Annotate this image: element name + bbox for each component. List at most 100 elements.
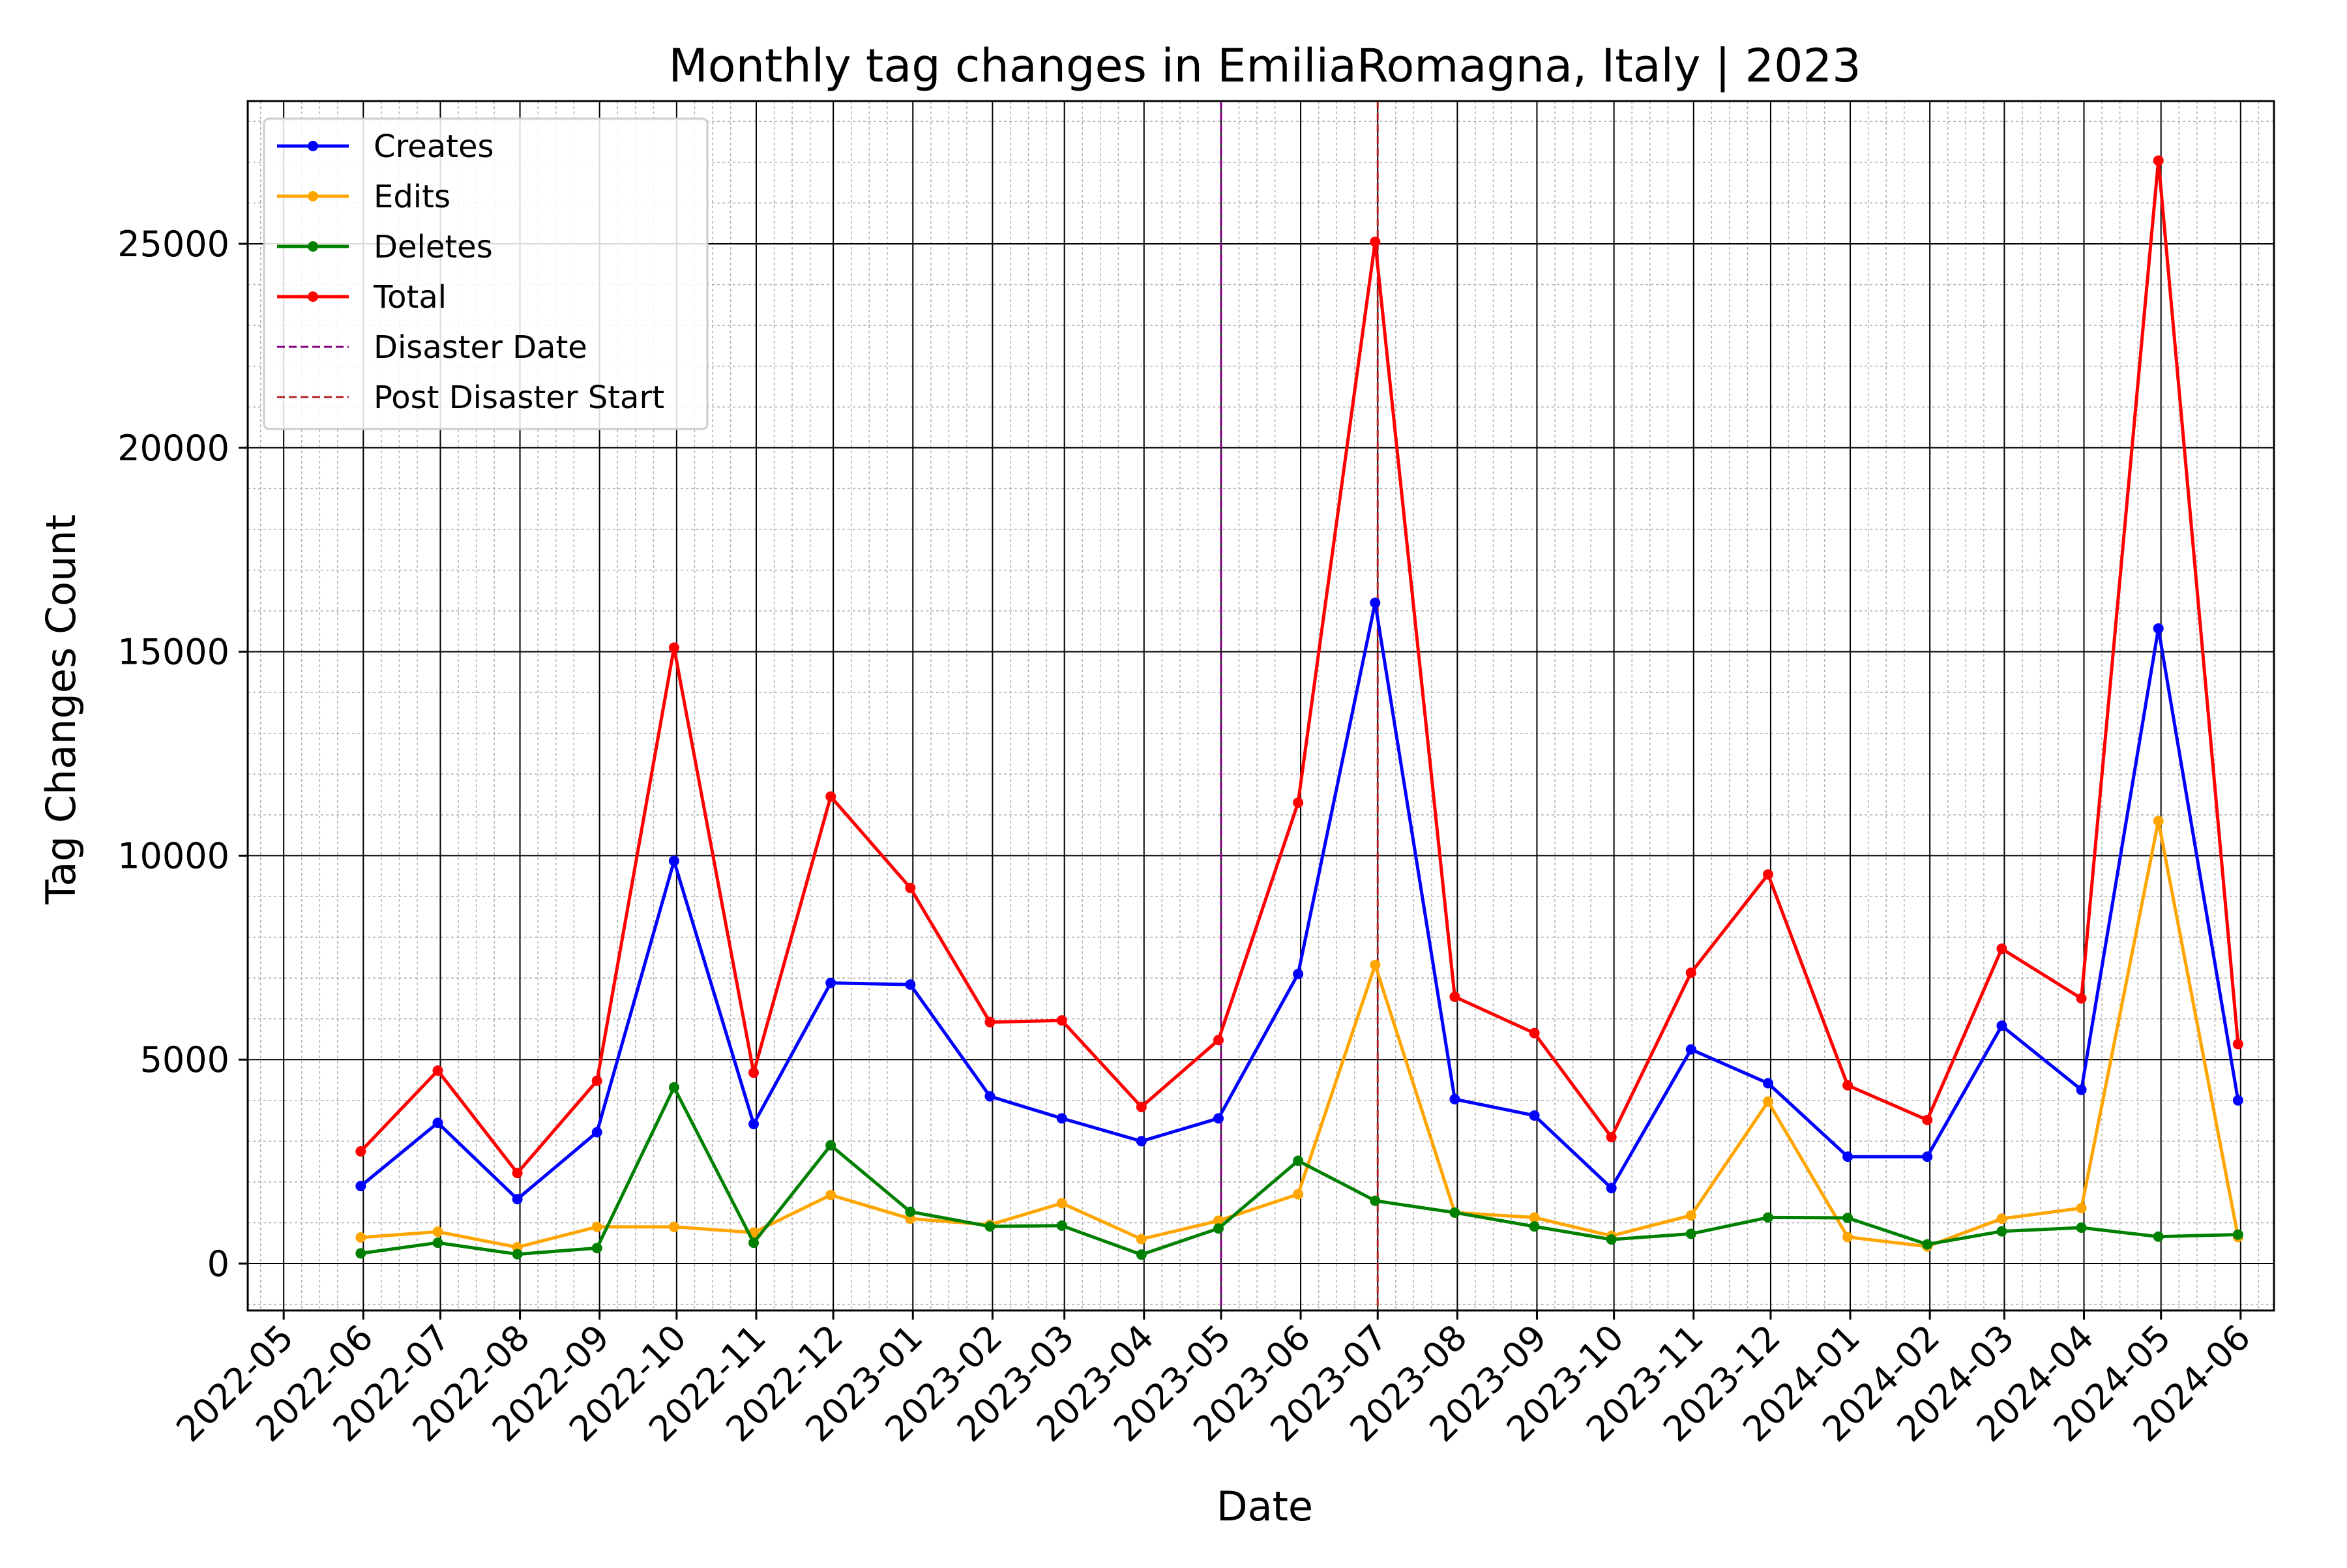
data-point-edits bbox=[355, 1232, 366, 1243]
data-point-deletes bbox=[668, 1082, 679, 1093]
data-point-total bbox=[1996, 943, 2007, 954]
data-point-edits bbox=[1293, 1189, 1304, 1200]
y-axis-label: Tag Changes Count bbox=[37, 514, 85, 905]
data-point-creates bbox=[2153, 623, 2164, 634]
data-point-total bbox=[2076, 993, 2087, 1004]
y-tick-label: 25000 bbox=[117, 224, 229, 265]
data-point-creates bbox=[1056, 1113, 1067, 1124]
legend-marker-deletes bbox=[308, 241, 318, 252]
data-point-total bbox=[1685, 967, 1696, 978]
data-point-creates bbox=[1449, 1093, 1460, 1104]
data-point-edits bbox=[1762, 1096, 1773, 1107]
data-point-deletes bbox=[2232, 1229, 2243, 1240]
data-point-creates bbox=[825, 977, 836, 988]
data-point-creates bbox=[984, 1091, 996, 1102]
data-point-deletes bbox=[825, 1140, 836, 1151]
legend-marker-total bbox=[308, 291, 318, 302]
y-tick-label: 5000 bbox=[140, 1039, 229, 1080]
data-point-creates bbox=[1370, 597, 1381, 608]
data-point-creates bbox=[591, 1127, 602, 1138]
data-point-deletes bbox=[2076, 1222, 2087, 1233]
tick-marks bbox=[239, 243, 2242, 1320]
data-point-total bbox=[2232, 1039, 2243, 1050]
data-point-edits bbox=[1842, 1232, 1853, 1243]
data-point-deletes bbox=[1685, 1228, 1696, 1239]
data-point-deletes bbox=[1293, 1155, 1304, 1166]
y-tick-label: 20000 bbox=[117, 428, 229, 469]
data-point-total bbox=[355, 1146, 366, 1157]
data-point-deletes bbox=[355, 1248, 366, 1259]
legend-label-disaster-date: Disaster Date bbox=[374, 329, 587, 366]
data-point-creates bbox=[1762, 1078, 1773, 1089]
data-point-deletes bbox=[1996, 1226, 2007, 1237]
data-point-creates bbox=[512, 1194, 523, 1205]
legend: Creates Edits Deletes Total Disaster Date Pos… bbox=[263, 117, 709, 430]
data-point-edits bbox=[1685, 1210, 1696, 1221]
data-point-total bbox=[2153, 155, 2164, 166]
data-point-total bbox=[905, 882, 916, 893]
data-point-creates bbox=[1136, 1136, 1147, 1147]
data-point-total bbox=[984, 1016, 996, 1028]
legend-label-post-disaster-start: Post Disaster Start bbox=[374, 379, 664, 416]
data-point-deletes bbox=[1842, 1212, 1853, 1223]
minor-grid bbox=[248, 101, 2274, 1310]
data-point-total bbox=[1370, 236, 1381, 247]
data-point-creates bbox=[668, 855, 679, 866]
plot-frame bbox=[246, 100, 2275, 1312]
data-point-creates bbox=[2232, 1095, 2243, 1106]
data-point-edits bbox=[1370, 960, 1381, 971]
x-axis-label: Date bbox=[1217, 1483, 1313, 1530]
data-point-deletes bbox=[905, 1206, 916, 1217]
data-point-creates bbox=[432, 1117, 443, 1129]
data-point-creates bbox=[1293, 968, 1304, 979]
data-point-creates bbox=[1529, 1110, 1540, 1121]
data-point-total bbox=[1449, 991, 1460, 1002]
series-lines bbox=[355, 155, 2243, 1260]
data-point-edits bbox=[1056, 1198, 1067, 1209]
data-point-deletes bbox=[591, 1243, 602, 1254]
data-point-total bbox=[1922, 1114, 1933, 1125]
data-point-total bbox=[1056, 1015, 1067, 1026]
y-tick-labels: 0 5000 10000 15000 20000 25000 bbox=[117, 224, 229, 1284]
data-point-total bbox=[825, 791, 836, 802]
data-point-total bbox=[1293, 797, 1304, 808]
chart-title: Monthly tag changes in EmiliaRomagna, It… bbox=[668, 39, 1861, 93]
data-point-creates bbox=[748, 1119, 760, 1130]
data-point-deletes bbox=[2153, 1231, 2164, 1242]
data-point-edits bbox=[591, 1221, 602, 1232]
data-point-creates bbox=[1685, 1044, 1696, 1055]
legend-box bbox=[263, 117, 709, 430]
data-point-total bbox=[1213, 1035, 1224, 1046]
data-point-creates bbox=[1213, 1113, 1224, 1124]
data-point-edits bbox=[1996, 1213, 2007, 1224]
legend-label-edits: Edits bbox=[374, 179, 450, 215]
legend-marker-edits bbox=[308, 191, 318, 201]
data-point-total bbox=[1842, 1080, 1853, 1091]
reference-lines bbox=[1220, 101, 1379, 1310]
y-tick-label: 0 bbox=[207, 1243, 229, 1284]
data-point-deletes bbox=[432, 1237, 443, 1249]
data-point-creates bbox=[2076, 1084, 2087, 1095]
data-point-deletes bbox=[1606, 1234, 1617, 1245]
data-point-creates bbox=[1842, 1151, 1853, 1162]
data-point-total bbox=[748, 1067, 760, 1078]
data-point-creates bbox=[1996, 1020, 2007, 1031]
data-point-total bbox=[512, 1168, 523, 1179]
data-point-total bbox=[1136, 1101, 1147, 1112]
data-point-creates bbox=[905, 979, 916, 990]
data-point-deletes bbox=[1136, 1249, 1147, 1260]
data-point-creates bbox=[355, 1181, 366, 1192]
data-point-total bbox=[432, 1065, 443, 1076]
data-point-deletes bbox=[1922, 1239, 1933, 1250]
data-point-deletes bbox=[512, 1249, 523, 1260]
legend-label-total: Total bbox=[373, 279, 447, 316]
legend-marker-creates bbox=[308, 141, 318, 151]
data-point-deletes bbox=[984, 1221, 996, 1232]
y-tick-label: 15000 bbox=[117, 632, 229, 673]
data-point-deletes bbox=[1529, 1221, 1540, 1232]
legend-label-creates: Creates bbox=[374, 128, 494, 165]
legend-label-deletes: Deletes bbox=[374, 229, 493, 265]
data-point-deletes bbox=[1449, 1207, 1460, 1218]
axes-frame bbox=[246, 100, 2275, 1312]
data-point-deletes bbox=[1762, 1212, 1773, 1223]
